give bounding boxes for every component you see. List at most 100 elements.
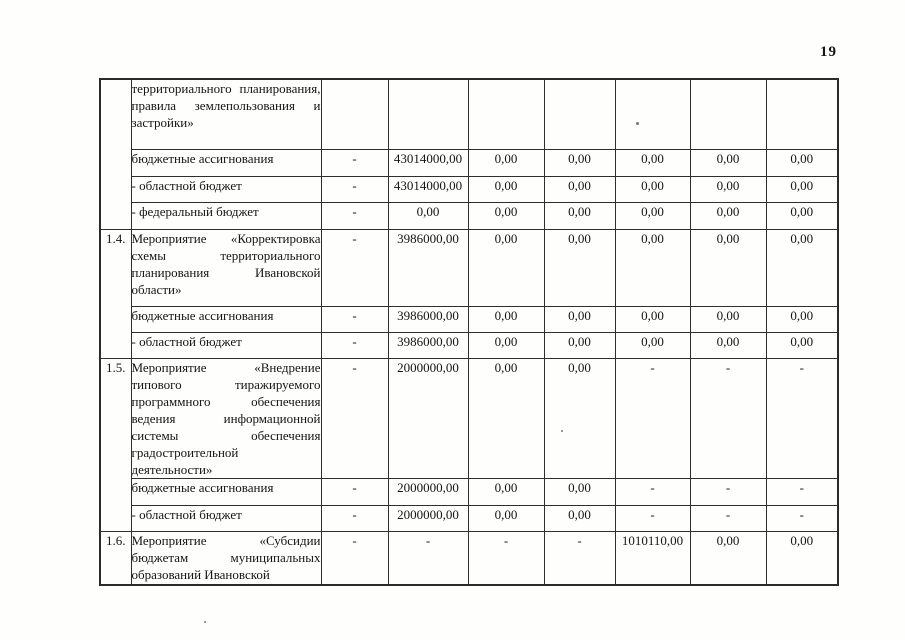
value-cell: 0,00: [689, 201, 767, 230]
value-cell: -: [689, 504, 767, 532]
description-cell: - федеральный бюджет: [130, 201, 322, 230]
scan-speckle: [561, 430, 563, 432]
description-cell: Мероприятие «Корректировка схемы террито…: [130, 228, 322, 307]
value-cell: 0,00: [543, 331, 616, 359]
value-cell: -: [614, 477, 691, 506]
table-row: - областной бюджет - 2000000,00 0,00 0,0…: [100, 504, 839, 532]
row-number-cell: 1.4.: [99, 228, 132, 359]
value-cell: [614, 78, 691, 150]
value-cell: -: [467, 530, 545, 586]
value-cell: 0,00: [765, 228, 839, 307]
row-number-cell: 1.5.: [99, 357, 132, 532]
budget-table: территориального планирования, правила з…: [99, 78, 839, 586]
value-cell: -: [689, 477, 767, 506]
value-cell: -: [614, 357, 691, 479]
value-cell: 0,00: [614, 175, 691, 203]
value-cell: 3986000,00: [387, 228, 469, 307]
value-cell: [387, 78, 469, 150]
value-cell: 0,00: [543, 357, 616, 479]
table-row: 1.4. Мероприятие «Корректировка схемы те…: [99, 228, 839, 359]
row-number-cell: [99, 78, 132, 230]
table-row: бюджетные ассигнования - 2000000,00 0,00…: [100, 477, 839, 506]
description-cell: Мероприятие «Внедрение типового тиражиру…: [130, 357, 322, 479]
table-row: - областной бюджет - 43014000,00 0,00 0,…: [100, 175, 839, 203]
value-cell: 0,00: [387, 201, 469, 230]
description-cell: бюджетные ассигнования: [130, 148, 322, 177]
value-cell: 0,00: [765, 175, 839, 203]
value-cell: -: [320, 175, 389, 203]
value-cell: 0,00: [765, 530, 839, 586]
value-cell: -: [320, 201, 389, 230]
value-cell: -: [765, 477, 839, 506]
table-row: бюджетные ассигнования - 3986000,00 0,00…: [100, 305, 839, 333]
value-cell: -: [689, 357, 767, 479]
value-cell: -: [614, 504, 691, 532]
value-cell: 0,00: [467, 504, 545, 532]
value-cell: 3986000,00: [387, 305, 469, 333]
description-cell: - областной бюджет: [130, 504, 322, 532]
value-cell: -: [320, 305, 389, 333]
value-cell: -: [320, 357, 389, 479]
value-cell: [543, 78, 616, 150]
value-cell: 0,00: [765, 305, 839, 333]
value-cell: 0,00: [467, 201, 545, 230]
table-row: 1.5. Мероприятие «Внедрение типового тир…: [99, 357, 839, 532]
value-cell: 0,00: [614, 201, 691, 230]
value-cell: 0,00: [467, 357, 545, 479]
value-cell: -: [320, 530, 389, 586]
value-cell: 0,00: [689, 305, 767, 333]
value-cell: 0,00: [689, 148, 767, 177]
value-cell: 0,00: [543, 305, 616, 333]
value-cell: [689, 78, 767, 150]
value-cell: -: [320, 228, 389, 307]
value-cell: 0,00: [467, 477, 545, 506]
value-cell: -: [320, 477, 389, 506]
value-cell: 0,00: [689, 331, 767, 359]
value-cell: 0,00: [467, 148, 545, 177]
scan-speckle: [636, 122, 639, 125]
value-cell: 0,00: [765, 201, 839, 230]
value-cell: -: [320, 331, 389, 359]
value-cell: -: [320, 148, 389, 177]
value-cell: [765, 78, 839, 150]
value-cell: -: [765, 357, 839, 479]
value-cell: 0,00: [543, 148, 616, 177]
value-cell: -: [320, 504, 389, 532]
value-cell: 3986000,00: [387, 331, 469, 359]
value-cell: -: [765, 504, 839, 532]
value-cell: 0,00: [543, 228, 616, 307]
value-cell: 0,00: [467, 331, 545, 359]
row-number-cell: 1.6.: [99, 530, 132, 586]
value-cell: 2000000,00: [387, 357, 469, 479]
table-row: 1.6. Мероприятие «Субсидии бюджетам муни…: [99, 530, 839, 586]
value-cell: 0,00: [543, 175, 616, 203]
description-cell: - областной бюджет: [130, 175, 322, 203]
page-number: 19: [820, 44, 837, 60]
value-cell: 0,00: [689, 228, 767, 307]
description-cell: Мероприятие «Субсидии бюджетам муниципал…: [130, 530, 322, 586]
value-cell: 0,00: [543, 477, 616, 506]
description-cell: - областной бюджет: [130, 331, 322, 359]
value-cell: 0,00: [614, 228, 691, 307]
value-cell: -: [387, 530, 469, 586]
value-cell: 1010110,00: [614, 530, 691, 586]
value-cell: 0,00: [689, 530, 767, 586]
value-cell: 0,00: [689, 175, 767, 203]
table-row: - областной бюджет - 3986000,00 0,00 0,0…: [100, 331, 839, 359]
table-row: бюджетные ассигнования - 43014000,00 0,0…: [100, 148, 839, 177]
value-cell: 0,00: [467, 228, 545, 307]
value-cell: 0,00: [467, 305, 545, 333]
value-cell: 0,00: [543, 504, 616, 532]
description-cell: территориального планирования, правила з…: [130, 78, 322, 150]
value-cell: 43014000,00: [387, 148, 469, 177]
value-cell: 0,00: [614, 148, 691, 177]
description-cell: бюджетные ассигнования: [130, 477, 322, 506]
description-cell: бюджетные ассигнования: [130, 305, 322, 333]
scan-speckle: [204, 621, 206, 623]
value-cell: -: [543, 530, 616, 586]
value-cell: 43014000,00: [387, 175, 469, 203]
value-cell: 0,00: [467, 175, 545, 203]
value-cell: [320, 78, 389, 150]
value-cell: 0,00: [614, 305, 691, 333]
value-cell: 0,00: [614, 331, 691, 359]
